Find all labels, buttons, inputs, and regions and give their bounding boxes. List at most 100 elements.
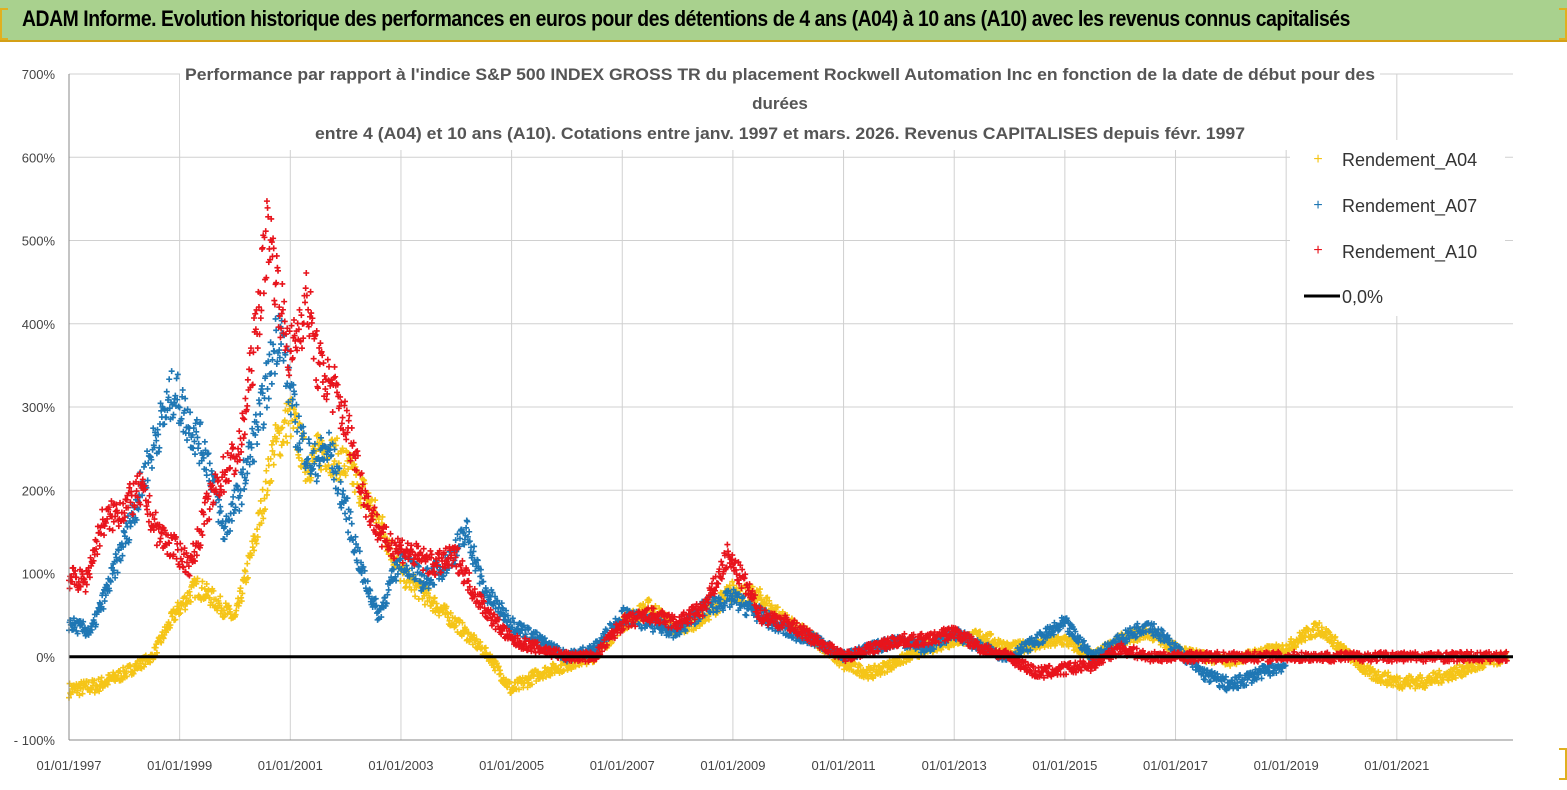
data-point	[273, 252, 280, 259]
data-point	[238, 441, 245, 448]
data-point	[153, 649, 160, 656]
data-point	[308, 310, 315, 317]
data-point	[302, 299, 309, 306]
data-point	[280, 438, 287, 445]
data-point	[199, 532, 206, 539]
data-point	[275, 267, 282, 274]
data-point	[168, 368, 175, 375]
x-tick-label: 01/01/2019	[1254, 758, 1319, 773]
data-point	[254, 533, 261, 540]
data-point	[203, 472, 210, 479]
x-tick-label: 01/01/2017	[1143, 758, 1208, 773]
data-point	[421, 601, 428, 608]
data-point	[231, 471, 238, 478]
data-point	[169, 613, 176, 620]
data-point	[298, 312, 305, 319]
y-tick-label: 200%	[22, 483, 56, 498]
data-point	[515, 686, 522, 693]
data-point	[263, 198, 270, 205]
data-point	[177, 540, 184, 547]
data-point	[192, 451, 199, 458]
data-point	[246, 350, 253, 357]
data-point	[205, 450, 212, 457]
data-point	[325, 462, 332, 469]
data-point	[705, 616, 712, 623]
data-point	[253, 540, 260, 547]
corner-marker-left	[0, 8, 8, 40]
x-axis-tick-labels: 01/01/1997 01/01/1999 01/01/2001 01/01/2003…	[36, 758, 1429, 773]
data-point	[1063, 634, 1070, 641]
data-point	[285, 420, 292, 427]
data-point	[272, 421, 279, 428]
data-point	[1298, 638, 1305, 645]
data-point	[292, 344, 299, 351]
data-point	[232, 467, 239, 474]
data-point	[248, 444, 255, 451]
y-tick-label: 400%	[22, 317, 56, 332]
data-point	[1310, 627, 1317, 634]
data-point	[220, 607, 227, 614]
data-point	[199, 578, 206, 585]
data-point	[342, 472, 349, 479]
data-point	[320, 360, 327, 367]
data-point	[900, 659, 907, 666]
data-point	[424, 598, 431, 605]
y-tick-label: - 100%	[14, 733, 56, 748]
x-tick-label: 01/01/2005	[479, 758, 544, 773]
data-point	[259, 382, 266, 389]
data-point	[266, 351, 273, 358]
x-tick-label: 01/01/2003	[368, 758, 433, 773]
data-point	[276, 430, 283, 437]
y-tick-label: 700%	[22, 67, 56, 82]
data-point	[172, 616, 179, 623]
data-point	[198, 584, 205, 591]
data-point	[264, 487, 271, 494]
data-point	[206, 506, 213, 513]
data-point	[279, 424, 286, 431]
data-point	[345, 466, 352, 473]
data-point	[271, 451, 278, 458]
x-tick-label: 01/01/1997	[36, 758, 101, 773]
data-point	[284, 439, 291, 446]
data-point	[289, 417, 296, 424]
data-point	[271, 370, 278, 377]
data-point	[233, 607, 240, 614]
data-point	[260, 290, 267, 297]
data-point	[163, 629, 170, 636]
y-tick-label: 100%	[22, 567, 56, 582]
data-point	[1286, 647, 1293, 654]
data-point	[287, 433, 294, 440]
data-point	[82, 588, 89, 595]
data-point	[263, 467, 270, 474]
data-point	[257, 315, 264, 322]
data-point	[294, 428, 301, 435]
data-point	[158, 530, 165, 537]
data-point	[257, 497, 264, 504]
data-point	[298, 457, 305, 464]
data-point	[260, 421, 267, 428]
data-point	[335, 460, 342, 467]
data-point	[273, 435, 280, 442]
data-point	[378, 543, 385, 550]
data-point	[482, 644, 489, 651]
data-point	[314, 431, 321, 438]
data-point	[354, 481, 361, 488]
data-point	[331, 363, 338, 370]
data-point	[477, 638, 484, 645]
data-point	[206, 594, 213, 601]
data-point	[372, 497, 379, 504]
data-point	[387, 530, 394, 537]
data-point	[242, 568, 249, 575]
data-point	[443, 603, 450, 610]
data-point	[342, 510, 349, 517]
data-point	[201, 438, 208, 445]
data-point	[249, 425, 256, 432]
data-point	[977, 628, 984, 635]
data-point	[281, 298, 288, 305]
data-point	[267, 455, 274, 462]
data-point	[287, 411, 294, 418]
data-point	[235, 445, 242, 452]
data-point	[265, 395, 272, 402]
data-point	[241, 416, 248, 423]
data-point	[427, 547, 434, 554]
